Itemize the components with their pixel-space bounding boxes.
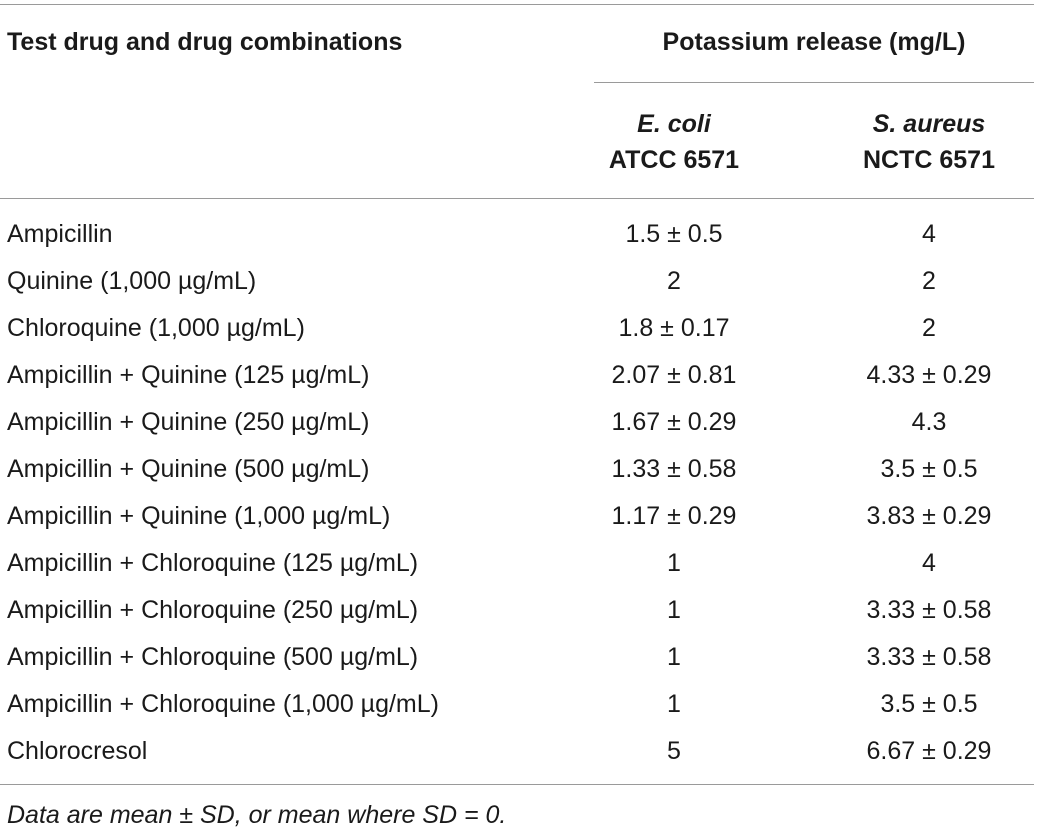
row-label: Quinine (1,000 µg/mL) xyxy=(7,267,257,295)
table-row: Ampicillin 1.5 ± 0.5 4 xyxy=(0,211,1040,258)
table-row: Ampicillin + Quinine (500 µg/mL) 1.33 ± 0… xyxy=(0,446,1040,493)
table-row: Ampicillin + Quinine (250 µg/mL) 1.67 ± 0… xyxy=(0,399,1040,446)
table-row: Chloroquine (1,000 µg/mL) 1.8 ± 0.17 2 xyxy=(0,305,1040,352)
cell-saureus-value: 3.5 ± 0.5 xyxy=(880,455,978,483)
row-label: Ampicillin + Chloroquine (500 µg/mL) xyxy=(7,643,419,671)
table-row: Chlorocresol 5 6.67 ± 0.29 xyxy=(0,728,1040,775)
table-row: Ampicillin + Chloroquine (500 µg/mL) 1 3.3… xyxy=(0,634,1040,681)
cell-ecoli-value: 1 xyxy=(667,596,681,624)
cell-saureus-value: 4 xyxy=(922,549,936,577)
row-label: Ampicillin xyxy=(7,220,113,248)
table-row: Ampicillin + Quinine (125 µg/mL) 2.07 ± 0… xyxy=(0,352,1040,399)
row-label: Chloroquine (1,000 µg/mL) xyxy=(7,314,305,342)
cell-ecoli-value: 1.17 ± 0.29 xyxy=(611,502,737,530)
cell-saureus-value: 3.5 ± 0.5 xyxy=(880,690,978,718)
column-header-ecoli-strain: ATCC 6571 xyxy=(608,146,740,174)
row-label: Ampicillin + Chloroquine (125 µg/mL) xyxy=(7,549,419,577)
cell-saureus-value: 3.33 ± 0.58 xyxy=(866,643,992,671)
cell-saureus-value: 2 xyxy=(922,267,936,295)
cell-saureus-value: 2 xyxy=(922,314,936,342)
header-bottom-rule xyxy=(0,198,1034,199)
table-footnote: Data are mean ± SD, or mean where SD = 0… xyxy=(7,801,507,829)
column-header-saureus-organism: S. aureus xyxy=(872,110,986,138)
top-rule xyxy=(0,4,1034,5)
cell-ecoli-value: 2.07 ± 0.81 xyxy=(611,361,737,389)
column-header-ecoli: E. coli ATCC 6571 xyxy=(594,106,754,178)
row-label: Chlorocresol xyxy=(7,737,148,765)
cell-ecoli-value: 1.8 ± 0.17 xyxy=(618,314,730,342)
table-row: Quinine (1,000 µg/mL) 2 2 xyxy=(0,258,1040,305)
cell-ecoli-value: 1 xyxy=(667,690,681,718)
cell-ecoli-value: 1 xyxy=(667,549,681,577)
table-row: Ampicillin + Chloroquine (125 µg/mL) 1 4 xyxy=(0,540,1040,587)
cell-ecoli-value: 2 xyxy=(667,267,681,295)
cell-saureus-value: 3.33 ± 0.58 xyxy=(866,596,992,624)
column-header-ecoli-organism: E. coli xyxy=(637,110,711,138)
cell-ecoli-value: 1.5 ± 0.5 xyxy=(625,220,723,248)
row-label: Ampicillin + Chloroquine (250 µg/mL) xyxy=(7,596,419,624)
row-label: Ampicillin + Quinine (250 µg/mL) xyxy=(7,408,370,436)
table-row: Ampicillin + Chloroquine (250 µg/mL) 1 3.3… xyxy=(0,587,1040,634)
column-header-saureus: S. aureus NCTC 6571 xyxy=(834,106,1024,178)
cell-ecoli-value: 1.33 ± 0.58 xyxy=(611,455,737,483)
row-label: Ampicillin + Quinine (500 µg/mL) xyxy=(7,455,370,483)
row-label: Ampicillin + Quinine (125 µg/mL) xyxy=(7,361,370,389)
cell-saureus-value: 4.33 ± 0.29 xyxy=(866,361,992,389)
cell-ecoli-value: 1 xyxy=(667,643,681,671)
table-row: Ampicillin + Chloroquine (1,000 µg/mL) 1 3… xyxy=(0,681,1040,728)
column-header-saureus-strain: NCTC 6571 xyxy=(863,146,995,174)
column-header-drug: Test drug and drug combinations xyxy=(7,28,403,56)
cell-saureus-value: 4 xyxy=(922,220,936,248)
table-row: Ampicillin + Quinine (1,000 µg/mL) 1.17 ±… xyxy=(0,493,1040,540)
cell-saureus-value: 3.83 ± 0.29 xyxy=(866,502,992,530)
cell-ecoli-value: 5 xyxy=(667,737,681,765)
cell-saureus-value: 4.3 xyxy=(911,408,947,436)
row-label: Ampicillin + Chloroquine (1,000 µg/mL) xyxy=(7,690,439,718)
row-label: Ampicillin + Quinine (1,000 µg/mL) xyxy=(7,502,391,530)
column-group-header-potassium: Potassium release (mg/L) xyxy=(662,28,966,56)
cell-saureus-value: 6.67 ± 0.29 xyxy=(866,737,992,765)
cell-ecoli-value: 1.67 ± 0.29 xyxy=(611,408,737,436)
group-underline xyxy=(594,82,1034,83)
table-bottom-rule xyxy=(0,784,1034,785)
